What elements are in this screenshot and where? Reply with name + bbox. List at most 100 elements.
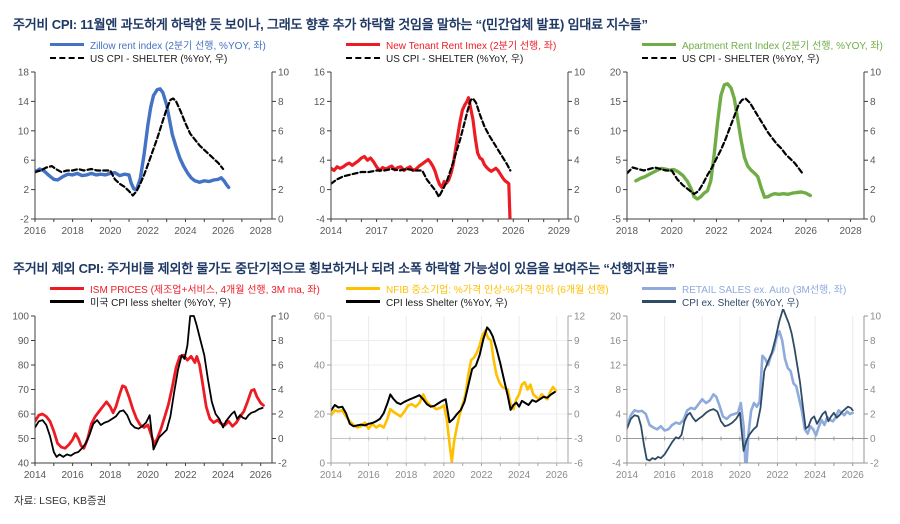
series-us-cpi-shelter bbox=[627, 97, 804, 196]
series-retail-sales-ex-auto bbox=[627, 329, 854, 463]
svg-text:6: 6 bbox=[23, 156, 29, 167]
svg-text:2014: 2014 bbox=[320, 470, 343, 481]
series-nfib-price-plans bbox=[331, 329, 558, 463]
series-new-tenant-rent-index bbox=[331, 96, 512, 219]
svg-text:2018: 2018 bbox=[691, 470, 714, 481]
svg-text:6: 6 bbox=[278, 361, 284, 372]
chart-legend: RETAIL SALES ex. Auto (3M선행, 좌) CPI ex. S… bbox=[642, 282, 894, 309]
svg-text:2022: 2022 bbox=[174, 470, 197, 481]
svg-text:8: 8 bbox=[870, 97, 876, 108]
legend-label: 미국 CPI less shelter (%YoY, 우) bbox=[90, 298, 231, 309]
svg-text:0: 0 bbox=[278, 215, 284, 226]
legend-item: US CPI - SHELTER (%YoY, 우) bbox=[50, 51, 302, 65]
legend-line-sample bbox=[642, 43, 676, 46]
chart-row-housing: Zillow rent index (2분기 선행, %YOY, 좌) US CP… bbox=[6, 38, 896, 237]
legend-line-sample bbox=[642, 287, 676, 290]
chart-new-tenant-rent-index: New Tenant Rent Imex (2분기 선행, 좌) US CPI -… bbox=[302, 38, 598, 237]
svg-text:8: 8 bbox=[615, 385, 621, 396]
svg-text:80: 80 bbox=[18, 361, 30, 372]
svg-text:8: 8 bbox=[278, 97, 284, 108]
legend-line-sample bbox=[642, 300, 676, 303]
legend-line-sample bbox=[346, 56, 380, 59]
svg-text:20: 20 bbox=[314, 410, 326, 421]
svg-text:8: 8 bbox=[278, 336, 284, 347]
svg-text:6: 6 bbox=[870, 361, 876, 372]
chart-canvas: -5 0 5 10 15 20 0 2 4 6 8 10 2018 2020 2022 2024 2026 202… bbox=[610, 68, 882, 238]
chart-retail-sales-ex-auto: RETAIL SALES ex. Auto (3M선행, 좌) CPI ex. S… bbox=[598, 282, 894, 481]
svg-text:2028: 2028 bbox=[839, 226, 862, 237]
svg-text:20: 20 bbox=[610, 312, 622, 323]
svg-text:0: 0 bbox=[319, 185, 325, 196]
svg-text:14: 14 bbox=[18, 97, 30, 108]
chart-legend: Apartment Rent Index (2분기 선행, %YOY, 좌) US… bbox=[642, 38, 894, 65]
chart-legend: NFIB 중소기업: %가격 인상-%가격 인하 (6개월 선행) CPI les… bbox=[346, 282, 609, 309]
section-title-housing-cpi: 주거비 CPI: 11월엔 과도하게 하락한 듯 보이나, 그래도 향후 추가 … bbox=[13, 17, 648, 32]
svg-text:0: 0 bbox=[278, 434, 284, 445]
chart-ism-prices: ISM PRICES (제조업+서비스, 4개월 선행, 3M ma, 좌) 미국… bbox=[6, 282, 320, 482]
svg-text:4: 4 bbox=[319, 156, 325, 167]
chart-canvas: -2 2 6 10 14 18 0 2 4 6 8 10 2016 2018 2020 2022 2024 202… bbox=[18, 68, 290, 238]
svg-text:2018: 2018 bbox=[616, 226, 639, 237]
svg-text:2: 2 bbox=[278, 410, 284, 421]
svg-text:10: 10 bbox=[278, 68, 290, 79]
series-us-cpi-shelter bbox=[35, 97, 225, 197]
svg-text:2018: 2018 bbox=[395, 470, 418, 481]
svg-text:2026: 2026 bbox=[250, 470, 273, 481]
svg-text:-3: -3 bbox=[574, 434, 583, 445]
chart-canvas: 40 50 60 70 80 90 100 -2 0 2 4 6 8 10 2014 2016 2018 2020… bbox=[12, 312, 289, 482]
svg-text:4: 4 bbox=[615, 410, 621, 421]
svg-text:2: 2 bbox=[278, 185, 284, 196]
chart-legend: New Tenant Rent Imex (2분기 선행, 좌) US CPI -… bbox=[346, 38, 598, 65]
chart-row-leading-indicators: ISM PRICES (제조업+서비스, 4개월 선행, 3M ma, 좌) 미국… bbox=[6, 282, 896, 481]
svg-text:8: 8 bbox=[319, 126, 325, 137]
svg-text:6: 6 bbox=[870, 126, 876, 137]
svg-text:0: 0 bbox=[615, 185, 621, 196]
svg-text:2022: 2022 bbox=[705, 226, 728, 237]
svg-text:70: 70 bbox=[18, 385, 30, 396]
svg-text:90: 90 bbox=[18, 336, 30, 347]
legend-line-sample bbox=[50, 300, 84, 303]
series-us-cpi-shelter bbox=[331, 97, 512, 198]
legend-label: ISM PRICES (제조업+서비스, 4개월 선행, 3M ma, 좌) bbox=[90, 285, 320, 296]
svg-text:16: 16 bbox=[314, 68, 326, 79]
svg-text:2024: 2024 bbox=[174, 226, 197, 237]
svg-text:4: 4 bbox=[870, 385, 876, 396]
chart-canvas: -4 0 4 8 12 16 0 2 4 6 8 10 2014 2017 2020 2023 2026 2029 bbox=[314, 68, 586, 238]
svg-text:50: 50 bbox=[18, 434, 30, 445]
svg-text:2020: 2020 bbox=[99, 226, 122, 237]
legend-label: CPI less Shelter (%YoY, 우) bbox=[386, 298, 508, 309]
svg-text:2014: 2014 bbox=[616, 470, 639, 481]
legend-item: ISM PRICES (제조업+서비스, 4개월 선행, 3M ma, 좌) bbox=[50, 282, 320, 296]
svg-text:2026: 2026 bbox=[212, 226, 235, 237]
svg-text:0: 0 bbox=[870, 434, 876, 445]
svg-text:4: 4 bbox=[278, 156, 284, 167]
series-ism-prices bbox=[35, 353, 265, 450]
svg-text:6: 6 bbox=[574, 361, 580, 372]
svg-text:4: 4 bbox=[574, 156, 580, 167]
series-cpi-ex-shelter bbox=[627, 309, 854, 462]
svg-text:4: 4 bbox=[870, 156, 876, 167]
section-title-ex-housing-cpi: 주거비 제외 CPI: 주거비를 제외한 물가도 중단기적으로 횡보하거나 되려… bbox=[13, 261, 675, 276]
svg-text:-6: -6 bbox=[574, 459, 583, 470]
legend-item: CPI less Shelter (%YoY, 우) bbox=[346, 295, 598, 309]
series-us-cpi-less-shelter bbox=[35, 315, 264, 458]
legend-item: CPI ex. Shelter (%YoY, 우) bbox=[642, 295, 894, 309]
legend-item: US CPI - SHELTER (%YoY, 우) bbox=[346, 51, 598, 65]
svg-text:2014: 2014 bbox=[320, 226, 343, 237]
svg-text:-4: -4 bbox=[612, 459, 621, 470]
svg-text:2024: 2024 bbox=[750, 226, 773, 237]
svg-text:2: 2 bbox=[23, 185, 29, 196]
chart-canvas: 0 20 40 60 -6 -3 0 3 6 9 12 2014 2016 2018 2020 2022 202… bbox=[314, 312, 586, 482]
svg-text:2022: 2022 bbox=[137, 226, 160, 237]
svg-text:2024: 2024 bbox=[212, 470, 235, 481]
svg-text:2016: 2016 bbox=[61, 470, 84, 481]
series-zillow-rent-index bbox=[35, 87, 231, 192]
svg-text:40: 40 bbox=[18, 459, 30, 470]
svg-text:2023: 2023 bbox=[457, 226, 480, 237]
svg-text:2016: 2016 bbox=[653, 470, 676, 481]
legend-label: US CPI - SHELTER (%YoY, 우) bbox=[90, 54, 228, 65]
svg-text:-2: -2 bbox=[20, 215, 29, 226]
svg-text:2026: 2026 bbox=[795, 226, 818, 237]
legend-label: New Tenant Rent Imex (2분기 선행, 좌) bbox=[386, 41, 557, 52]
svg-text:2: 2 bbox=[870, 410, 876, 421]
